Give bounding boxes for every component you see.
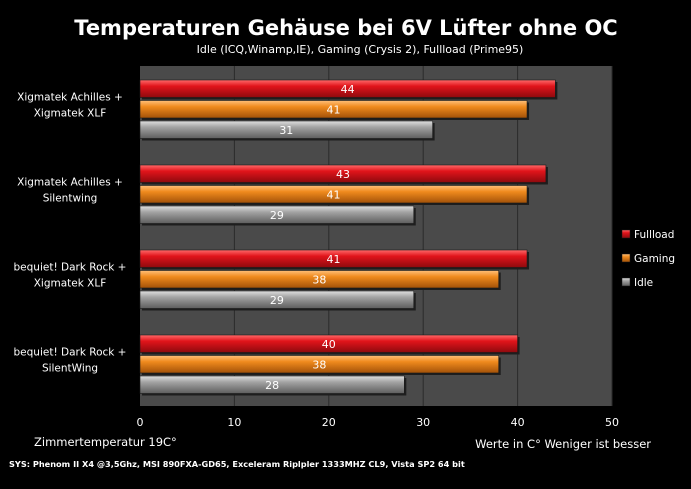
bar-gaming — [139, 270, 500, 289]
legend-swatch-idle — [621, 277, 631, 287]
bar-value-label: 38 — [312, 273, 326, 286]
system-footer: SYS: Phenom II X4 @3,5Ghz, MSI 890FXA-GD… — [9, 459, 465, 469]
legend-label: Gaming — [634, 253, 675, 265]
bar-fullload — [139, 334, 518, 353]
units-note: Werte in C° Weniger ist besser — [475, 437, 651, 451]
category-label: bequiet! Dark Rock + — [14, 262, 127, 274]
category-label: SilentWing — [42, 363, 98, 375]
category-label: Xigmatek Achilles + — [17, 92, 123, 104]
bar-value-label: 41 — [327, 188, 341, 201]
x-tick-label: 0 — [137, 416, 144, 429]
bar-idle — [139, 375, 405, 394]
category-label: bequiet! Dark Rock + — [14, 347, 127, 359]
bar-value-label: 44 — [341, 83, 355, 96]
bar-value-label: 28 — [265, 379, 279, 392]
bar-idle — [139, 120, 433, 139]
legend: Fullload Gaming Idle — [621, 229, 675, 289]
x-tick-label: 30 — [416, 416, 430, 429]
bar-gaming — [139, 185, 528, 204]
category-label: Silentwing — [43, 193, 98, 205]
x-tick-label: 10 — [227, 416, 241, 429]
bar-value-label: 29 — [270, 294, 284, 307]
category-label: Xigmatek XLF — [34, 278, 107, 290]
category-labels: Xigmatek Achilles + Xigmatek XLF Xigmatek … — [14, 92, 127, 375]
legend-swatch-fullload — [621, 229, 631, 239]
bar-value-label: 40 — [322, 338, 336, 351]
bar-idle — [139, 290, 415, 309]
bar-value-label: 43 — [336, 168, 350, 181]
bar-value-label: 41 — [327, 253, 341, 266]
chart-title: Temperaturen Gehäuse bei 6V Lüfter ohne … — [74, 16, 617, 40]
legend-label: Fullload — [634, 229, 674, 241]
x-tick-labels: 0 10 20 30 40 50 — [137, 416, 620, 429]
category-label: Xigmatek XLF — [34, 108, 107, 120]
bar-value-label: 29 — [270, 209, 284, 222]
category-label: Xigmatek Achilles + — [17, 177, 123, 189]
bar-fullload — [139, 164, 547, 183]
bar-value-label: 38 — [312, 358, 326, 371]
bar-fullload — [139, 249, 528, 268]
bar-idle — [139, 205, 415, 224]
room-temperature-note: Zimmertemperatur 19C° — [34, 435, 177, 449]
chart-subtitle: Idle (ICQ,Winamp,IE), Gaming (Crysis 2),… — [197, 43, 524, 56]
legend-label: Idle — [634, 277, 653, 289]
x-tick-label: 20 — [322, 416, 336, 429]
bar-fullload — [139, 79, 556, 98]
x-tick-label: 50 — [605, 416, 619, 429]
legend-swatch-gaming — [621, 253, 631, 263]
bar-gaming — [139, 100, 528, 119]
bar-gaming — [139, 355, 500, 374]
bar-value-label: 41 — [327, 103, 341, 116]
x-tick-label: 40 — [511, 416, 525, 429]
bar-value-label: 31 — [279, 124, 293, 137]
